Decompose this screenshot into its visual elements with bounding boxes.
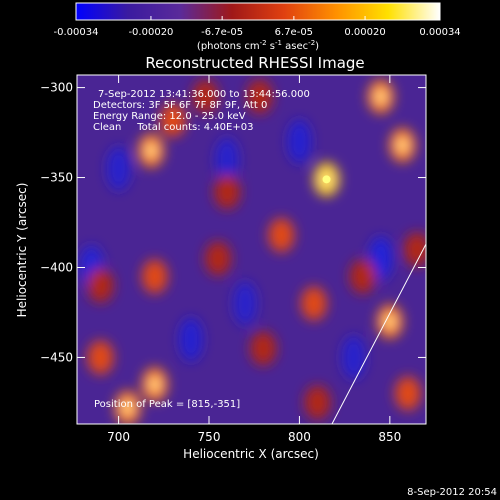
colorbar-unit-label: (photons cm-2 s-1 asec-2) (197, 39, 319, 52)
cold-spot (106, 146, 131, 191)
hot-spot-core (149, 378, 160, 391)
chart-title: Reconstructed RHESSI Image (145, 54, 364, 72)
x-axis-label: Heliocentric X (arcsec) (183, 447, 319, 461)
cold-spot (215, 137, 240, 182)
hot-spot (300, 286, 327, 321)
image-background (77, 75, 426, 424)
colorbar-gradient (75, 2, 441, 21)
hot-spot (394, 376, 421, 411)
plot-frame (76, 74, 427, 425)
colorbar-tick-label: -6.7e-05 (201, 27, 243, 38)
y-tick-label: −300 (40, 81, 73, 95)
hot-spot (304, 385, 331, 420)
hot-spot (214, 174, 241, 209)
hot-spot (246, 79, 273, 114)
info-time-range: 7-Sep-2012 13:41:36.000 to 13:44:56.000 (98, 89, 310, 100)
hot-spot-core (146, 144, 157, 157)
hot-spot (192, 79, 219, 114)
x-tick-label: 850 (378, 430, 401, 444)
colorbar: -0.00034 -0.00020 -6.7e-05 6.7e-05 0.00020 0.… (54, 2, 461, 52)
hot-spot-core (397, 139, 408, 152)
hot-spot (141, 259, 168, 294)
cold-spot (368, 236, 393, 281)
hot-spot (403, 232, 426, 267)
x-tick-label: 700 (107, 430, 130, 444)
hot-spot (87, 340, 114, 375)
image-area (77, 75, 426, 424)
cold-spot (178, 317, 203, 362)
info-block: 7-Sep-2012 13:41:36.000 to 13:44:56.000 … (93, 89, 310, 410)
y-axis-label: Heliocentric Y (arcsec) (15, 183, 29, 318)
hot-spot (349, 259, 376, 294)
info-energy: Energy Range: 12.0 - 25.0 keV (93, 111, 246, 122)
info-detectors: Detectors: 3F 5F 6F 7F 8F 9F, Att 0 (93, 100, 267, 111)
y-tick-label: −450 (40, 350, 73, 364)
hot-spot-core (375, 90, 386, 103)
hot-spot-core (384, 315, 395, 328)
x-tick-label: 750 (198, 430, 221, 444)
peak-position-label: Position of Peak = [815,-351] (94, 399, 240, 410)
y-tick-label: −400 (40, 260, 73, 274)
cold-spot (287, 119, 312, 164)
hot-spot (87, 268, 114, 303)
limb-line (331, 243, 426, 424)
footer-timestamp: 8-Sep-2012 20:54 (407, 487, 497, 498)
hot-spot (268, 218, 295, 253)
hot-spot-core (122, 401, 133, 414)
peak-marker (322, 175, 331, 184)
colorbar-tick-label: -0.00034 (54, 27, 99, 38)
colorbar-tick-label: 0.00034 (419, 27, 460, 38)
cold-spot (233, 281, 258, 326)
hot-spot (159, 102, 186, 137)
y-tick-label: −350 (40, 171, 73, 185)
colorbar-tick-label: -0.00020 (128, 27, 173, 38)
y-axis: −300 −350 −400 −450 (40, 81, 426, 364)
info-clean: Clean Total counts: 4.40E+03 (93, 122, 253, 133)
x-tick-label: 800 (288, 430, 311, 444)
hot-spot (205, 241, 232, 276)
cold-spot (341, 335, 366, 380)
hot-spot (250, 331, 277, 366)
x-axis: 700 750 800 850 (107, 75, 401, 444)
colorbar-tick-label: 6.7e-05 (275, 27, 313, 38)
colorbar-tick-label: 0.00020 (344, 27, 385, 38)
